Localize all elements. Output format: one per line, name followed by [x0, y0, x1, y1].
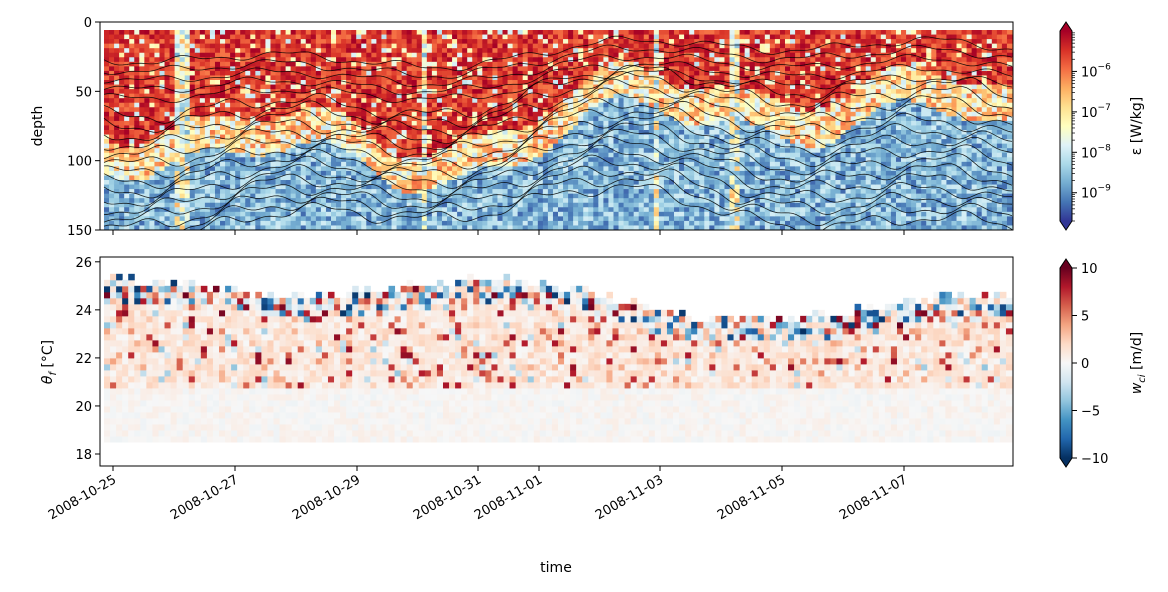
contour-line [103, 69, 1013, 104]
x-tick-label: 2008-10-27 [168, 472, 241, 523]
bottom-y-ticks: 18 20 22 24 26 [75, 256, 100, 463]
x-tick-label: 2008-10-25 [46, 472, 119, 523]
x-tick-label: 2008-11-05 [715, 472, 788, 523]
epsilon-colorbar-label: ε [W/kg] [1129, 97, 1145, 156]
contour-line [103, 78, 1013, 141]
contour-line [103, 61, 1013, 96]
x-tick-label: 2008-11-07 [837, 472, 910, 523]
x-tick-label: 2008-10-29 [290, 472, 363, 523]
wci-colorbar: 10 5 0 −5 −10 wci [m/d] [1059, 258, 1148, 468]
epsilon-colorbar-extend-max [1060, 22, 1072, 31]
top-y-ticks: 0 50 100 150 [67, 16, 100, 239]
wci-colorbar-tick-label: 10 [1081, 262, 1098, 277]
epsilon-colorbar-gradient [1060, 31, 1072, 221]
bottom-x-ticks: 2008-10-25 2008-10-27 2008-10-29 2008-10-31… [46, 466, 910, 523]
contour-line [134, 175, 1013, 230]
contour-line [103, 154, 1013, 223]
x-tick-label: 2008-10-31 [411, 472, 484, 523]
contour-line [103, 128, 1013, 199]
contour-line [103, 107, 1013, 167]
wci-colorbar-extend-max [1060, 259, 1072, 268]
contour-line [103, 97, 1013, 160]
contour-line [103, 114, 1013, 179]
contour-line [103, 136, 1013, 207]
bottom-y-tick-label: 24 [75, 304, 92, 319]
wci-colorbar-ticks: 10 5 0 −5 −10 [1072, 262, 1108, 467]
contour-line [103, 87, 1013, 151]
wci-colorbar-tick-label: 0 [1081, 357, 1089, 372]
top-y-tick-label: 50 [75, 85, 92, 100]
top-plot-frame [99, 21, 1014, 231]
wci-colorbar-tick-label: 5 [1081, 310, 1089, 325]
contour-line [103, 44, 1013, 79]
x-tick-label: 2008-11-01 [472, 472, 545, 523]
contour-line [103, 53, 1013, 87]
epsilon-colorbar: 10−6 10−7 10−8 10−9 ε [W/kg] [1059, 21, 1145, 231]
wci-colorbar-tick-label: −10 [1081, 452, 1108, 467]
contour-line [103, 165, 1013, 228]
isotherm-contours [103, 35, 1013, 230]
bottom-y-axis-label: θf [°C] [40, 340, 59, 384]
wci-colorbar-gradient [1060, 268, 1072, 458]
epsilon-colorbar-tick-label: 10−9 [1081, 184, 1111, 202]
bottom-y-tick-label: 26 [75, 256, 92, 271]
epsilon-colorbar-tick-label: 10−8 [1081, 143, 1111, 161]
epsilon-colorbar-ticks: 10−6 10−7 10−8 10−9 [1072, 32, 1111, 222]
wci-colorbar-extend-min [1060, 458, 1072, 467]
top-y-tick-label: 150 [67, 224, 92, 239]
wci-colorbar-tick-label: −5 [1081, 405, 1100, 420]
top-y-tick-label: 100 [67, 155, 92, 170]
bottom-y-tick-label: 18 [75, 448, 92, 463]
contour-line [103, 71, 1013, 133]
epsilon-colorbar-tick-label: 10−6 [1081, 62, 1111, 80]
contour-line [103, 64, 1013, 124]
bottom-y-tick-label: 20 [75, 400, 92, 415]
bottom-plot-frame [99, 256, 1014, 467]
wci-heatmap [104, 273, 1013, 443]
epsilon-colorbar-extend-min [1060, 221, 1072, 230]
contour-line [103, 122, 1013, 190]
contour-line [198, 183, 1013, 230]
top-y-tick-label: 0 [84, 16, 92, 31]
x-axis-label: time [540, 560, 572, 576]
epsilon-colorbar-tick-label: 10−7 [1081, 103, 1111, 121]
top-y-axis-label: depth [30, 106, 46, 147]
x-tick-label: 2008-11-03 [593, 472, 666, 523]
top-panel-epsilon: 0 50 100 150 depth [30, 16, 1014, 239]
contour-line [103, 144, 1013, 216]
bottom-y-tick-label: 22 [75, 352, 92, 367]
wci-colorbar-label: wci [m/d] [1129, 332, 1148, 394]
contour-line [103, 35, 1013, 72]
top-x-ticks [112, 230, 905, 235]
